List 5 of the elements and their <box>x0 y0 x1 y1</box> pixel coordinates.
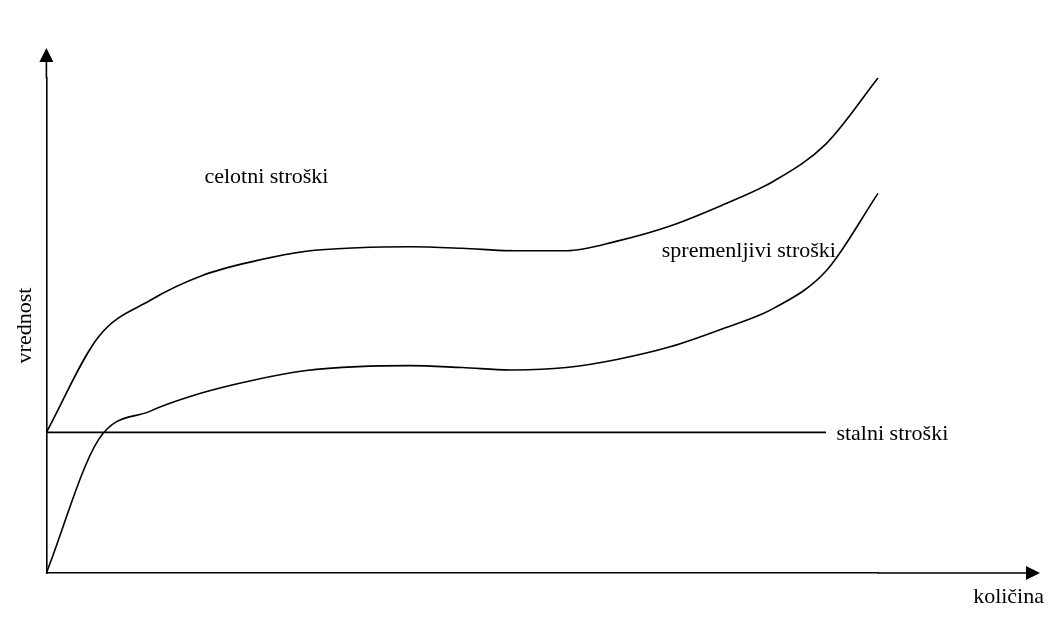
y-axis-title: vrednost <box>10 287 36 364</box>
text: celotni stroški <box>204 162 329 188</box>
series-label: spremenljivi stroški <box>661 237 836 263</box>
x-axis-title: količina <box>973 582 1045 608</box>
series-label: stalni stroški <box>836 420 949 446</box>
